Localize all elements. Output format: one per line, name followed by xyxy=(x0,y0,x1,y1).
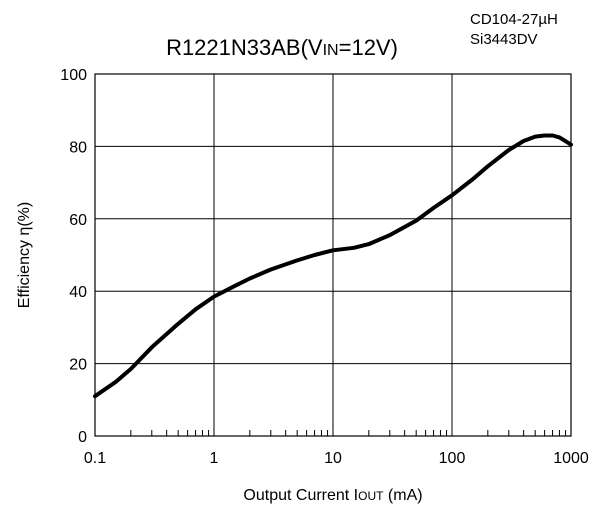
y-tick-label: 60 xyxy=(69,212,87,229)
y-tick-label: 0 xyxy=(78,429,87,446)
x-tick-label: 100 xyxy=(439,450,466,467)
x-tick-labels: 0.1 1 10 100 1000 xyxy=(84,450,589,467)
x-tick-label: 10 xyxy=(324,450,342,467)
x-axis-label: Output Current IOUT (mA) xyxy=(243,487,422,504)
mosfet-annotation: Si3443DV xyxy=(470,31,538,48)
y-tick-label: 20 xyxy=(69,357,87,374)
x-tick-label: 1 xyxy=(210,450,219,467)
y-tick-label: 40 xyxy=(69,284,87,301)
y-tick-labels: 0 20 40 60 80 100 xyxy=(60,67,87,446)
minor-ticks xyxy=(130,430,567,436)
y-tick-label: 80 xyxy=(69,139,87,156)
x-tick-label: 1000 xyxy=(553,450,589,467)
x-tick-label: 0.1 xyxy=(84,450,106,467)
efficiency-curve xyxy=(93,133,573,399)
y-axis-label: Efficiency η(%) xyxy=(16,202,33,308)
chart-title: R1221N33AB(VIN=12V) xyxy=(166,35,398,60)
y-tick-label: 100 xyxy=(60,67,87,84)
grid-lines xyxy=(95,74,571,436)
inductor-annotation: CD104-27µH xyxy=(470,11,558,28)
